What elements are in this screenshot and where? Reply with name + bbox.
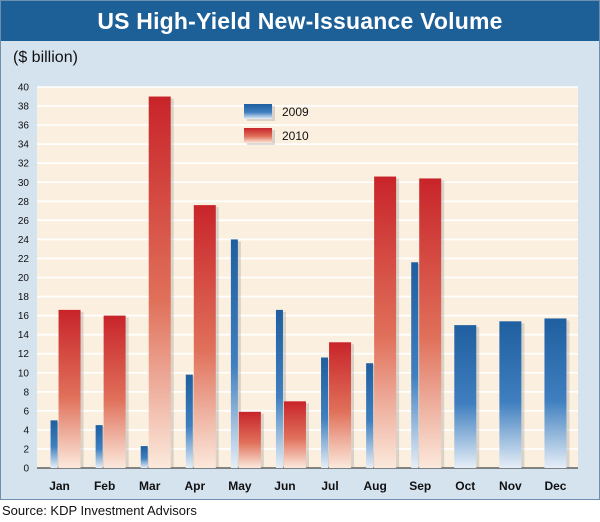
- bar-2009-jan: [50, 420, 58, 468]
- x-tick-label: Jan: [49, 479, 70, 493]
- bar-2009-apr: [185, 374, 193, 468]
- y-tick-label: 30: [18, 178, 30, 189]
- y-tick-label: 26: [18, 216, 30, 227]
- bar-2010-feb: [103, 315, 126, 468]
- bar-2009-jun: [275, 309, 283, 468]
- bar-2009-sep: [411, 262, 419, 468]
- x-tick-label: Nov: [499, 479, 522, 493]
- bar-2010-aug: [374, 176, 397, 468]
- x-tick-label: Sep: [409, 479, 431, 493]
- x-tick-label: Aug: [363, 479, 386, 493]
- y-tick-label: 18: [18, 292, 30, 303]
- y-tick-label: 0: [23, 464, 29, 475]
- bar-2009-may: [230, 239, 238, 468]
- y-tick-label: 34: [18, 140, 30, 151]
- bar-2009-aug: [366, 363, 374, 468]
- y-tick-label: 40: [18, 83, 30, 94]
- legend-label-2010: 2010: [282, 129, 309, 143]
- y-tick-label: 24: [18, 235, 30, 246]
- x-tick-label: Jul: [321, 479, 338, 493]
- bar-2009-oct: [454, 325, 477, 468]
- bar-2009-jul: [321, 357, 329, 468]
- y-tick-label: 22: [18, 254, 30, 265]
- y-tick-label: 2: [23, 444, 29, 455]
- y-tick-label: 16: [18, 311, 30, 322]
- x-tick-label: Oct: [455, 479, 475, 493]
- y-tick-label: 14: [18, 330, 30, 341]
- legend-swatch-2009: [244, 104, 272, 119]
- bar-2010-jun: [283, 401, 306, 468]
- legend-label-2009: 2009: [282, 105, 309, 119]
- y-tick-label: 12: [18, 349, 30, 360]
- bar-2010-apr: [193, 205, 216, 469]
- bar-2010-mar: [148, 96, 171, 469]
- y-tick-label: 4: [23, 425, 29, 436]
- chart-title: US High-Yield New-Issuance Volume: [97, 7, 503, 34]
- x-tick-label: Apr: [184, 479, 205, 493]
- y-tick-label: 32: [18, 159, 30, 170]
- x-tick-label: Jun: [274, 479, 295, 493]
- y-tick-label: 28: [18, 197, 30, 208]
- y-tick-label: 20: [18, 273, 30, 284]
- legend-swatch-2010: [244, 128, 272, 143]
- y-tick-label: 6: [23, 406, 29, 417]
- bar-2009-nov: [499, 321, 522, 468]
- bar-2009-feb: [95, 425, 103, 468]
- y-tick-label: 36: [18, 121, 30, 132]
- y-tick-label: 10: [18, 368, 30, 379]
- y-axis-label: ($ billion): [13, 49, 78, 66]
- bar-2010-may: [238, 411, 261, 468]
- bar-2009-dec: [544, 318, 567, 468]
- title-bar: US High-Yield New-Issuance Volume: [1, 1, 599, 41]
- bar-2009-mar: [140, 446, 148, 468]
- source-note: Source: KDP Investment Advisors: [2, 503, 197, 518]
- bar-2010-jul: [329, 342, 352, 468]
- x-tick-label: May: [228, 479, 252, 493]
- bar-2010-sep: [419, 178, 442, 468]
- y-tick-label: 38: [18, 102, 30, 113]
- y-tick-label: 8: [23, 387, 29, 398]
- x-tick-label: Dec: [544, 479, 566, 493]
- x-tick-label: Feb: [94, 479, 115, 493]
- x-tick-label: Mar: [139, 479, 161, 493]
- bar-2010-jan: [58, 309, 81, 468]
